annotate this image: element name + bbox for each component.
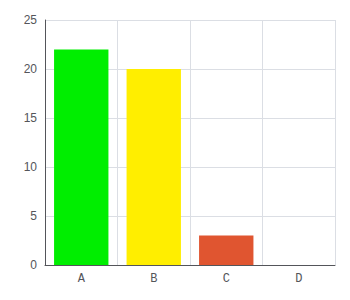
- svg-text:D: D: [295, 272, 302, 286]
- svg-text:25: 25: [24, 13, 38, 27]
- svg-text:20: 20: [24, 62, 38, 76]
- svg-text:15: 15: [24, 111, 38, 125]
- svg-text:B: B: [150, 272, 157, 286]
- svg-text:10: 10: [24, 160, 38, 174]
- svg-text:0: 0: [30, 258, 37, 272]
- svg-text:A: A: [78, 272, 86, 286]
- svg-text:C: C: [223, 272, 230, 286]
- svg-text:5: 5: [30, 209, 37, 223]
